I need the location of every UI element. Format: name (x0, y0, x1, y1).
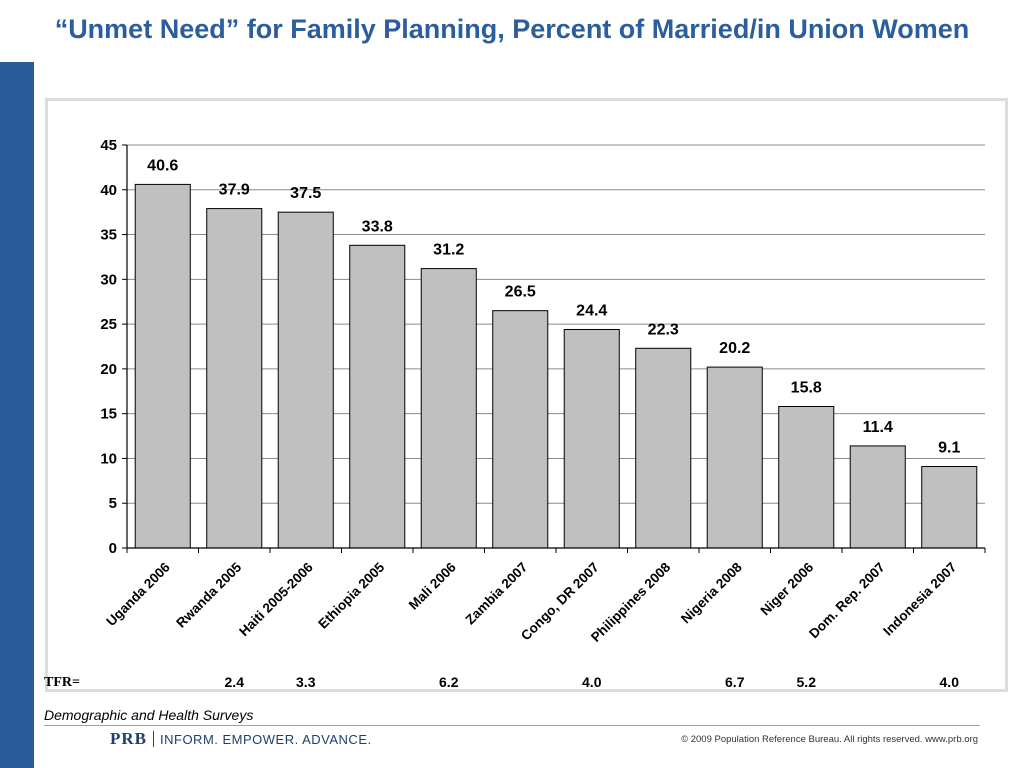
y-tick-label: 20 (100, 361, 117, 378)
category-label: Rwanda 2005 (173, 559, 244, 630)
data-label: 26.5 (505, 284, 536, 301)
y-tick-label: 0 (109, 540, 117, 557)
y-tick-label: 40 (100, 182, 117, 199)
tfr-value: 6.2 (439, 674, 459, 690)
category-label: Philippines 2008 (588, 559, 674, 645)
y-tick-label: 10 (100, 450, 117, 467)
category-label: Indonesia 2007 (880, 560, 959, 639)
data-label: 11.4 (863, 419, 893, 436)
tfr-value: 5.2 (796, 674, 816, 690)
data-label: 24.4 (576, 302, 607, 319)
logo-tagline: INFORM. EMPOWER. ADVANCE. (160, 731, 372, 747)
source-note: Demographic and Health Surveys (44, 707, 254, 723)
bar (563, 328, 620, 549)
bar-chart: 0 5 10 15 20 25 30 35 40 45 40.6 Uganda 2006 37.9 Rwa… (100, 137, 986, 645)
y-tick-label: 5 (109, 495, 117, 512)
y-tick-label: 35 (100, 227, 117, 244)
bar (277, 211, 334, 549)
category-label: Congo, DR 2007 (518, 560, 602, 644)
bar (134, 183, 191, 549)
data-label: 9.1 (938, 440, 960, 457)
prb-logo: PRB INFORM. EMPOWER. ADVANCE. (110, 729, 372, 749)
bar (635, 347, 692, 549)
category-label: Haiti 2005-2006 (236, 559, 316, 639)
y-tick-label: 30 (100, 271, 117, 288)
bar (778, 406, 835, 549)
category-label: Zambia 2007 (462, 560, 530, 628)
category-label: Nigeria 2008 (678, 559, 745, 626)
y-tick-label: 15 (100, 406, 117, 423)
tfr-value: 2.4 (224, 674, 244, 690)
bar (492, 310, 549, 549)
category-label: Niger 2006 (757, 559, 816, 618)
tfr-value: 3.3 (296, 674, 316, 690)
bar (420, 268, 477, 549)
tfr-value: 6.7 (725, 674, 745, 690)
data-label: 15.8 (791, 380, 822, 397)
tfr-label: TFR= (44, 675, 80, 690)
category-label: Dom. Rep. 2007 (806, 560, 888, 642)
data-label: 22.3 (648, 321, 679, 338)
data-label: 37.5 (290, 185, 321, 202)
data-label: 33.8 (362, 218, 393, 235)
y-tick-label: 25 (100, 316, 117, 333)
page-title: “Unmet Need” for Family Planning, Percen… (54, 14, 970, 44)
data-label: 31.2 (433, 242, 464, 259)
footer-divider (44, 725, 980, 726)
y-tick-label: 45 (100, 137, 117, 154)
logo-divider (153, 731, 154, 747)
category-label: Ethiopia 2005 (315, 559, 387, 631)
side-accent-bar (0, 62, 34, 768)
tfr-value: 4.0 (582, 674, 602, 690)
logo-text: PRB (110, 729, 147, 748)
category-label: Mali 2006 (406, 559, 459, 612)
category-label: Uganda 2006 (103, 559, 173, 629)
copyright-text: © 2009 Population Reference Bureau. All … (681, 734, 978, 745)
bar (849, 445, 906, 549)
bar (349, 244, 406, 549)
data-label: 20.2 (719, 340, 750, 357)
bar (706, 366, 763, 549)
data-label: 40.6 (147, 157, 178, 174)
chart-frame: 0 5 10 15 20 25 30 35 40 45 40.6 Uganda 2006 37.9 Rwa… (45, 98, 1008, 692)
tfr-value: 4.0 (939, 674, 959, 690)
bar (921, 466, 978, 549)
bar (206, 208, 263, 549)
data-label: 37.9 (219, 182, 250, 199)
